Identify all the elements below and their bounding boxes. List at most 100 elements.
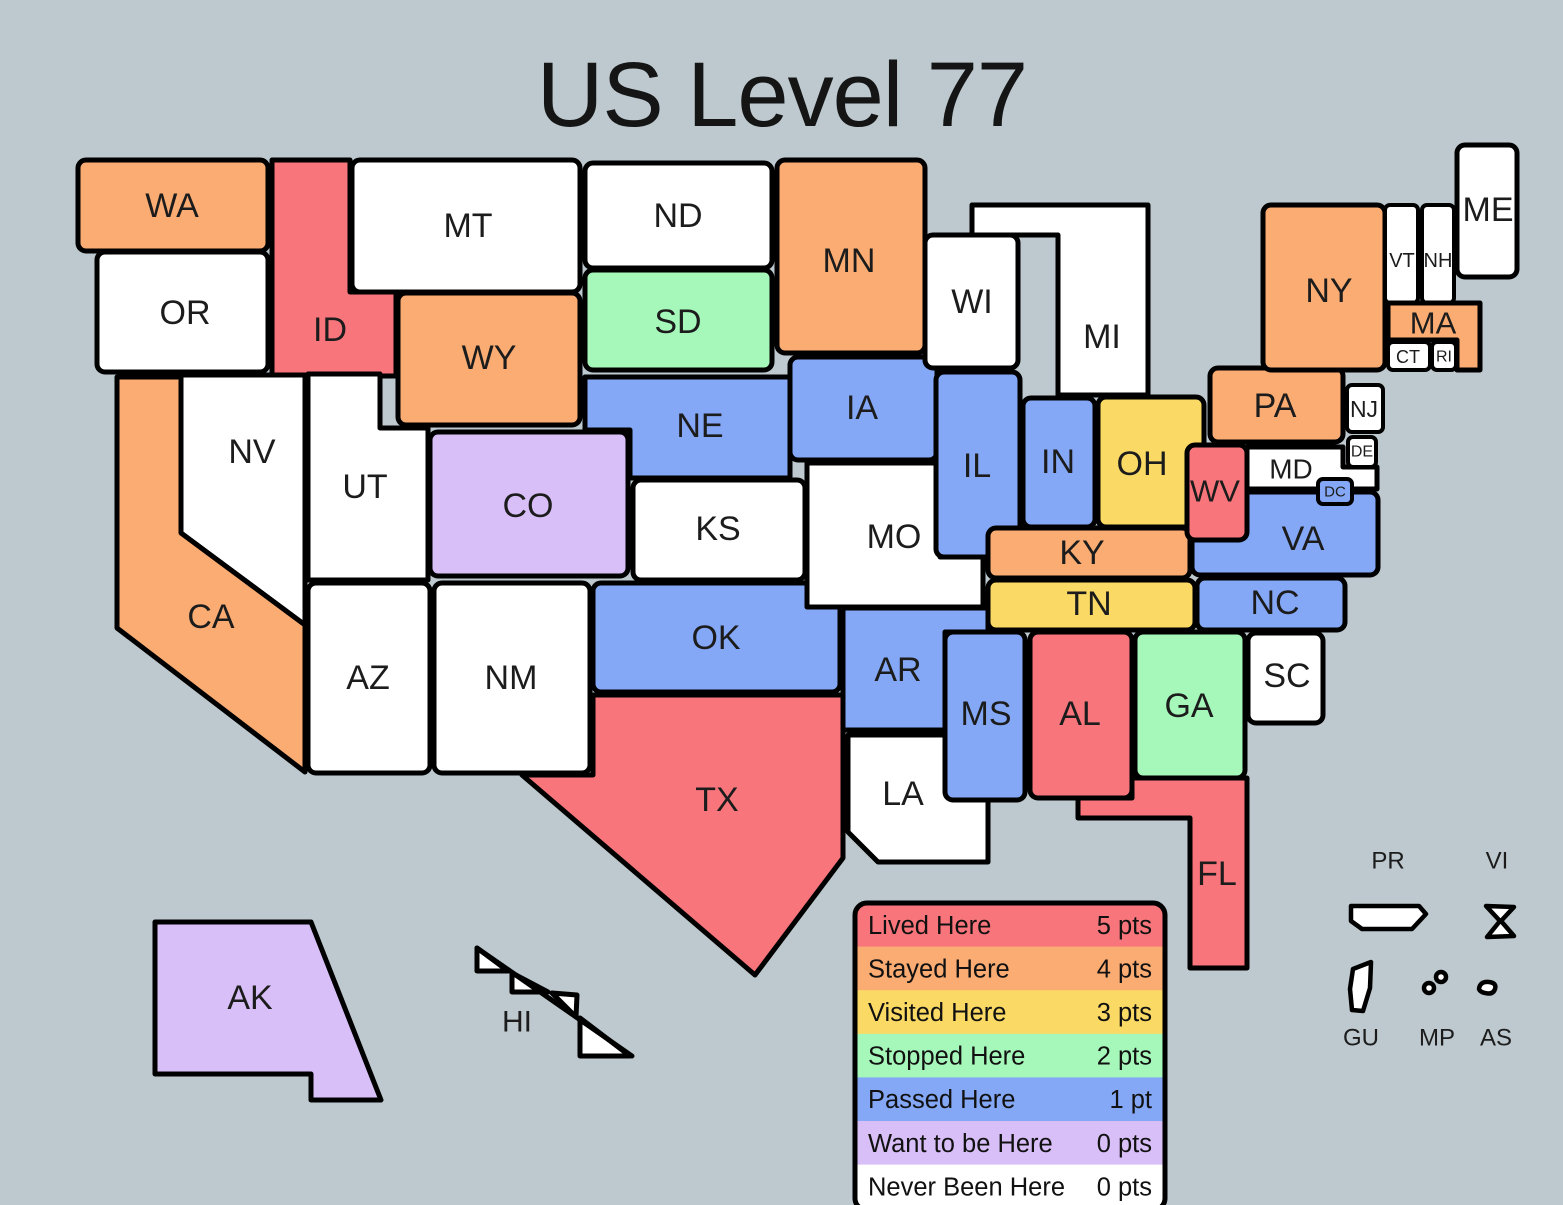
state-label-ct: CT bbox=[1396, 347, 1420, 367]
state-label-az: AZ bbox=[346, 659, 389, 697]
legend-row-want[interactable] bbox=[855, 1121, 1165, 1166]
state-label-mn: MN bbox=[823, 242, 876, 280]
territory-pr[interactable] bbox=[1348, 903, 1429, 932]
legend-row-stayed[interactable] bbox=[855, 946, 1165, 992]
legend-border bbox=[852, 900, 1168, 1205]
state-label-fl: FL bbox=[1197, 855, 1237, 893]
territory-vi[interactable] bbox=[1483, 903, 1517, 940]
state-wy[interactable] bbox=[395, 290, 583, 428]
legend-label-stayed: Stayed Here bbox=[868, 955, 1010, 983]
legend-row-passed[interactable] bbox=[855, 1077, 1165, 1122]
territory-mp[interactable] bbox=[1421, 969, 1449, 996]
state-label-wi: WI bbox=[951, 283, 993, 321]
territories-layer bbox=[1347, 903, 1517, 1014]
legend-points-visited: 3 pts bbox=[1097, 999, 1152, 1027]
state-nc[interactable] bbox=[1194, 575, 1348, 633]
state-label-wa: WA bbox=[145, 187, 199, 225]
state-il[interactable] bbox=[933, 369, 1023, 560]
state-or[interactable] bbox=[94, 249, 271, 375]
state-dc[interactable] bbox=[1316, 477, 1354, 506]
state-hi-island-chain bbox=[474, 945, 635, 1059]
state-label-dc: DC bbox=[1324, 484, 1346, 501]
state-ms[interactable] bbox=[942, 629, 1028, 803]
legend-row-lived[interactable] bbox=[855, 903, 1165, 948]
state-label-nj: NJ bbox=[1350, 396, 1378, 422]
state-label-ma: MA bbox=[1410, 306, 1457, 341]
state-label-nh: NH bbox=[1424, 250, 1453, 272]
state-label-in: IN bbox=[1041, 443, 1075, 481]
legend-label-visited: Visited Here bbox=[868, 999, 1006, 1027]
state-label-sd: SD bbox=[654, 303, 701, 341]
state-ak[interactable] bbox=[152, 919, 384, 1103]
state-mi[interactable] bbox=[969, 202, 1151, 398]
territory-label-pr: PR bbox=[1371, 848, 1404, 875]
territory-label-as: AS bbox=[1480, 1025, 1512, 1052]
state-ok[interactable] bbox=[590, 580, 843, 695]
territory-as[interactable] bbox=[1476, 979, 1498, 996]
legend-label-passed: Passed Here bbox=[868, 1086, 1015, 1114]
legend-label-want: Want to be Here bbox=[868, 1130, 1053, 1158]
state-label-mi: MI bbox=[1083, 318, 1121, 356]
state-label-tn: TN bbox=[1066, 585, 1111, 623]
legend-label-never: Never Been Here bbox=[868, 1173, 1065, 1201]
legend-points-want: 0 pts bbox=[1097, 1130, 1152, 1158]
state-label-co: CO bbox=[503, 487, 554, 525]
state-label-ca: CA bbox=[187, 598, 235, 636]
legend-row-visited[interactable] bbox=[855, 990, 1165, 1035]
legend-points-stayed: 4 pts bbox=[1097, 955, 1152, 983]
legend-row-never[interactable] bbox=[855, 1164, 1165, 1205]
state-me[interactable] bbox=[1454, 142, 1520, 280]
state-label-wv: WV bbox=[1190, 474, 1240, 509]
page-title: US Level 77 bbox=[537, 44, 1027, 146]
state-label-me: ME bbox=[1463, 191, 1514, 229]
state-ca[interactable] bbox=[114, 374, 308, 775]
state-label-ky: KY bbox=[1059, 534, 1104, 572]
state-label-ok: OK bbox=[691, 619, 740, 657]
state-label-id: ID bbox=[313, 311, 347, 349]
legend-rows: Lived Here 5 pts Stayed Here 4 pts Visited H… bbox=[855, 903, 1165, 1205]
legend-points-never: 0 pts bbox=[1097, 1173, 1152, 1201]
state-label-nd: ND bbox=[653, 197, 702, 235]
state-nm[interactable] bbox=[431, 580, 593, 776]
state-label-mo: MO bbox=[867, 518, 922, 556]
state-label-al: AL bbox=[1059, 695, 1101, 733]
state-label-la: LA bbox=[882, 775, 924, 813]
state-label-md: MD bbox=[1269, 454, 1313, 485]
state-label-ri: RI bbox=[1436, 349, 1452, 366]
state-label-ut: UT bbox=[342, 468, 387, 506]
state-label-ak: AK bbox=[227, 979, 273, 1017]
legend-row-stopped[interactable] bbox=[855, 1033, 1165, 1079]
state-de[interactable] bbox=[1346, 435, 1378, 469]
territory-label-gu: GU bbox=[1343, 1025, 1379, 1052]
state-nj[interactable] bbox=[1345, 383, 1385, 434]
legend-points-passed: 1 pt bbox=[1109, 1086, 1152, 1114]
state-label-ia: IA bbox=[846, 389, 878, 427]
state-label-tx: TX bbox=[695, 781, 738, 819]
state-fl[interactable] bbox=[1075, 775, 1250, 971]
state-ri[interactable] bbox=[1430, 340, 1458, 372]
state-co[interactable] bbox=[427, 429, 631, 579]
states-layer bbox=[75, 142, 1520, 1103]
state-label-nm: NM bbox=[485, 659, 538, 697]
legend-label-stopped: Stopped Here bbox=[868, 1043, 1025, 1071]
state-label-va: VA bbox=[1282, 520, 1325, 558]
territory-gu[interactable] bbox=[1347, 959, 1374, 1014]
state-wv[interactable] bbox=[1184, 442, 1250, 543]
state-label-ks: KS bbox=[695, 510, 740, 548]
state-az[interactable] bbox=[305, 580, 433, 776]
state-label-pa: PA bbox=[1254, 387, 1297, 425]
state-label-nv: NV bbox=[228, 433, 276, 471]
state-ut[interactable] bbox=[305, 371, 431, 583]
state-sd[interactable] bbox=[582, 267, 775, 373]
territory-label-mp: MP bbox=[1419, 1025, 1455, 1052]
state-label-vt: VT bbox=[1389, 250, 1415, 272]
state-sc[interactable] bbox=[1245, 630, 1326, 726]
state-label-nc: NC bbox=[1250, 584, 1299, 622]
state-label-ne: NE bbox=[676, 407, 723, 445]
state-label-ar: AR bbox=[874, 651, 921, 689]
state-label-ms: MS bbox=[961, 695, 1012, 733]
state-label-il: IL bbox=[963, 447, 991, 485]
legend-label-lived: Lived Here bbox=[868, 912, 991, 940]
state-label-or: OR bbox=[160, 294, 211, 332]
